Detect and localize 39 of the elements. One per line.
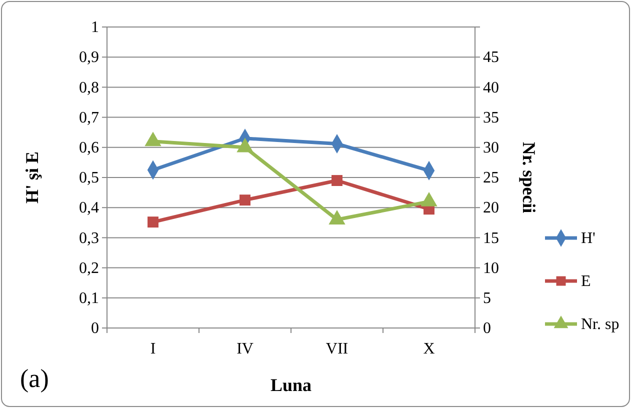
- legend-label: E: [581, 273, 591, 290]
- y2-tick-label: 10: [483, 260, 499, 277]
- y-tick-label: 0,8: [79, 79, 99, 96]
- y2-tick-label: 5: [483, 290, 491, 308]
- point: [148, 216, 158, 228]
- y-tick-label: 0,6: [79, 140, 99, 157]
- y2-tick-label: 0: [483, 320, 491, 338]
- point: [144, 132, 162, 146]
- x-tick-label: VII: [326, 340, 348, 358]
- point: [240, 194, 250, 206]
- y2-tick-label: 30: [483, 140, 499, 157]
- y-tick-label: 0,5: [79, 170, 99, 187]
- y-axis-title: H' şi E: [22, 151, 42, 204]
- text: (a): [20, 364, 49, 393]
- y-tick-label: 0,9: [79, 49, 99, 66]
- legend-label: H': [581, 230, 596, 247]
- y2-tick-label: 35: [483, 109, 499, 126]
- y-tick-label: 1: [91, 19, 99, 36]
- x-axis-title: Luna: [270, 375, 312, 395]
- y2-axis-title: Nr. specii: [519, 142, 539, 214]
- y2-tick-label: 40: [483, 79, 499, 96]
- y-tick-label: 0,2: [79, 260, 99, 277]
- x-tick-label: X: [423, 340, 436, 358]
- y-tick-label: 0,1: [79, 290, 99, 308]
- y2-tick-label: 25: [483, 170, 499, 187]
- point: [332, 175, 342, 186]
- y-tick-label: 0: [91, 320, 99, 338]
- y2-tick-label: 15: [483, 230, 499, 247]
- y-tick-label: 0,4: [79, 200, 99, 217]
- point: [328, 210, 346, 224]
- legend-label: Nr. sp: [581, 316, 620, 333]
- y2-tick-label: 20: [483, 200, 499, 217]
- x-tick-label: I: [150, 340, 156, 358]
- y2-tick-label: 45: [483, 49, 499, 66]
- point: [420, 192, 438, 206]
- point: [236, 138, 254, 152]
- y-tick-label: 0,3: [79, 230, 99, 247]
- x-tick-label: IV: [236, 340, 254, 358]
- y-tick-label: 0,7: [79, 109, 99, 126]
